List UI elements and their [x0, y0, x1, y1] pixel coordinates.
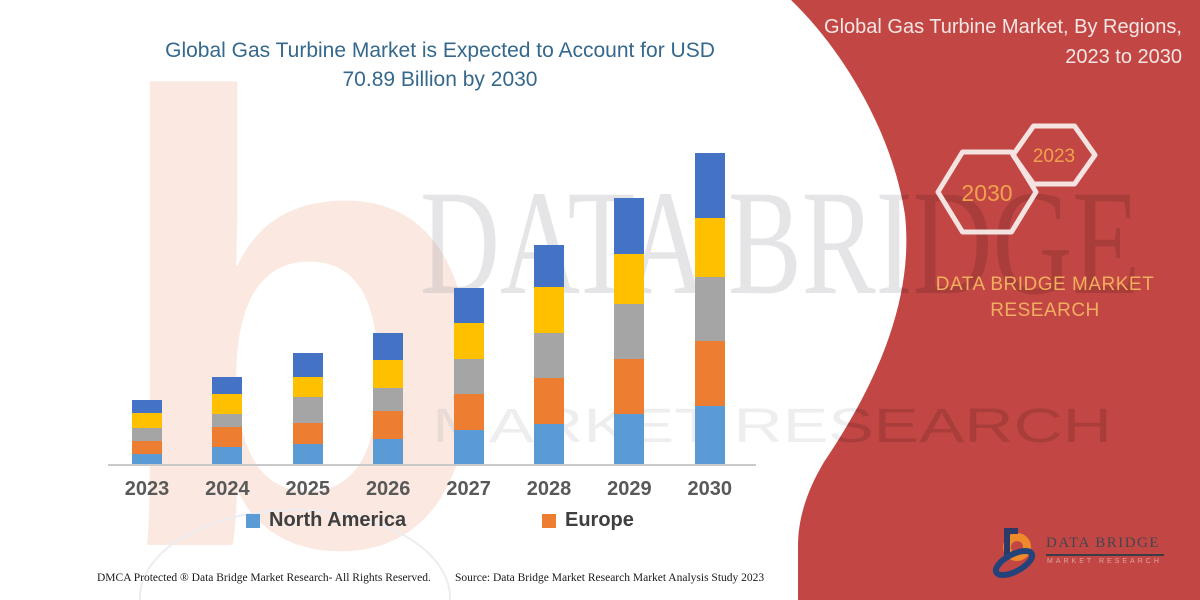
footer-dmca-text: DMCA Protected ® Data Bridge Market Rese… — [97, 572, 431, 584]
legend-label-europe: Europe — [565, 509, 634, 531]
chart-title-line2: 70.89 Billion by 2030 — [342, 68, 538, 91]
right-panel-title-line1: Global Gas Turbine Market, By Regions, — [824, 16, 1182, 38]
footer-source-text: Source: Data Bridge Market Research Mark… — [455, 572, 765, 584]
chart-title-line1: Global Gas Turbine Market is Expected to… — [165, 39, 715, 62]
hexagon-2023-label: 2023 — [1033, 146, 1075, 167]
logo-underline — [1046, 554, 1164, 556]
legend-label-north-america: North America — [269, 509, 407, 531]
x-axis-line — [108, 464, 756, 466]
right-panel-title: Global Gas Turbine Market, By Regions, 2… — [782, 12, 1182, 72]
databridge-logo-icon — [992, 528, 1036, 579]
watermark-circle — [139, 509, 451, 600]
chart-title: Global Gas Turbine Market is Expected to… — [150, 36, 730, 94]
legend-swatch-north-america — [246, 513, 260, 528]
red-panel-shape — [791, 0, 1200, 600]
hexagon-2030-label: 2030 — [961, 180, 1012, 206]
logo-name-text: DATA BRIDGE — [1046, 535, 1161, 551]
watermark-b-logo: b — [105, 0, 496, 600]
right-panel-title-line2: 2023 to 2030 — [1065, 46, 1182, 68]
brand-text: DATA BRIDGE MARKET RESEARCH — [935, 274, 1155, 321]
legend-swatch-europe — [542, 513, 556, 528]
hexagon-2023-icon — [1010, 123, 1098, 187]
hexagon-2030-icon — [935, 149, 1039, 235]
legend-item-north-america: North America — [246, 509, 406, 532]
logo-sub-text: MARKET RESEARCH — [1047, 558, 1162, 565]
legend-item-europe: Europe — [542, 509, 634, 532]
